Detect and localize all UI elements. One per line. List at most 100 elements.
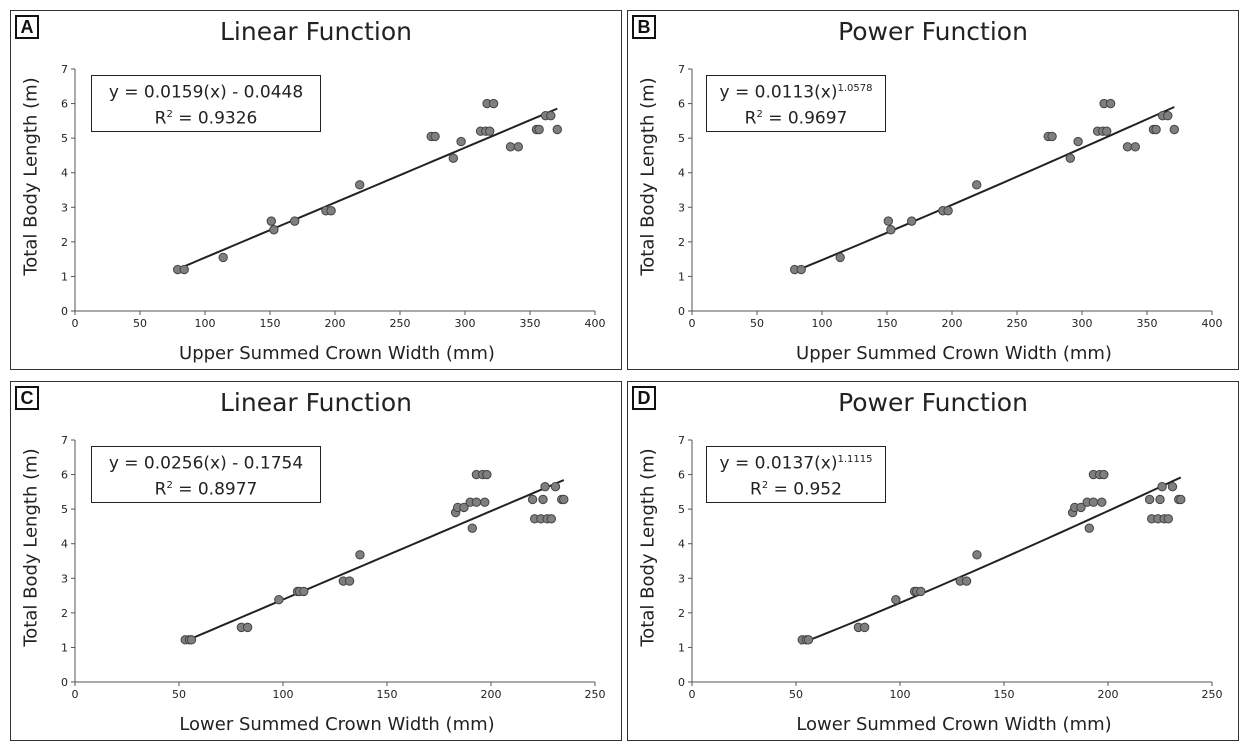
data-point xyxy=(242,622,253,633)
data-point xyxy=(527,494,538,505)
x-tick-label: 250 xyxy=(585,688,606,701)
data-point xyxy=(326,206,336,216)
equation-box-d: y = 0.0137(x)1.1115 R2 = 0.952 xyxy=(706,446,886,504)
r-squared-value-b: = 0.9697 xyxy=(768,108,848,129)
r-squared-b: R2 = 0.9697 xyxy=(744,108,848,129)
data-point xyxy=(796,264,806,275)
x-tick-label: 200 xyxy=(1098,688,1119,701)
y-tick-label: 7 xyxy=(61,63,68,76)
equation-main-c: y = 0.0256(x) - 0.1754 xyxy=(108,453,304,474)
x-tick-label: 0 xyxy=(689,688,696,701)
data-point xyxy=(1167,481,1178,492)
data-point xyxy=(859,622,870,633)
data-point xyxy=(480,497,490,507)
data-point xyxy=(803,635,814,645)
data-point xyxy=(1151,124,1161,135)
data-point xyxy=(448,153,458,163)
x-tick-label: 100 xyxy=(812,317,833,330)
data-point xyxy=(1144,494,1155,505)
y-tick-label: 3 xyxy=(61,201,68,214)
y-tick-label: 6 xyxy=(61,469,68,482)
data-point xyxy=(482,469,492,480)
data-point xyxy=(907,216,917,226)
trend-line xyxy=(799,476,1182,645)
y-tick-label: 6 xyxy=(678,469,685,482)
data-point xyxy=(972,180,982,190)
data-point xyxy=(1097,497,1107,507)
x-tick-label: 100 xyxy=(195,317,216,330)
data-point xyxy=(274,595,284,605)
data-point xyxy=(916,586,926,597)
data-point xyxy=(266,216,276,226)
data-point xyxy=(886,225,896,235)
plot-area-d: 0 1 2 3 4 5 6 7 0 50 100 150 200 250 xyxy=(678,434,1223,701)
x-tick-label: 250 xyxy=(390,317,411,330)
panel-c: 0 1 2 3 4 5 6 7 0 50 100 150 200 250 C Linear Functio… xyxy=(10,381,622,741)
data-point xyxy=(513,142,523,152)
data-point xyxy=(269,225,279,235)
plot-area-c: 0 1 2 3 4 5 6 7 0 50 100 150 200 250 xyxy=(61,434,606,701)
data-point xyxy=(505,142,516,152)
y-tick-label: 2 xyxy=(61,607,68,620)
y-tick-label: 0 xyxy=(678,305,685,318)
data-point xyxy=(1102,126,1112,136)
y-tick-label: 1 xyxy=(61,270,68,283)
x-tick-label: 250 xyxy=(1007,317,1028,330)
y-axis-label-d: Total Body Length (m) xyxy=(637,448,659,647)
data-point xyxy=(467,523,477,533)
equation-exponent-d: 1.1115 xyxy=(837,454,873,465)
data-point xyxy=(299,586,309,597)
y-tick-label: 4 xyxy=(61,167,68,180)
y-tick-label: 3 xyxy=(61,572,68,585)
data-point xyxy=(534,124,544,135)
equation-box-a: y = 0.0159(x) - 0.0448 R2 = 0.9326 xyxy=(91,75,321,133)
r-squared-value-d: = 0.952 xyxy=(773,479,842,500)
plot-area-a: 0 1 2 3 4 5 6 7 0 50 100 150 200 250 300 350 400 xyxy=(61,63,606,330)
y-tick-label: 0 xyxy=(678,676,685,689)
x-tick-label: 150 xyxy=(994,688,1015,701)
y-tick-label: 7 xyxy=(678,434,685,447)
y-tick-label: 2 xyxy=(61,236,68,249)
x-axis-label-b: Upper Summed Crown Width (mm) xyxy=(796,343,1112,364)
x-tick-label: 50 xyxy=(789,688,803,701)
x-tick-label: 0 xyxy=(72,688,79,701)
x-tick-label: 250 xyxy=(1202,688,1223,701)
data-point xyxy=(430,131,440,142)
y-tick-label: 3 xyxy=(678,572,685,585)
data-point xyxy=(1130,142,1140,152)
x-tick-label: 150 xyxy=(377,688,398,701)
data-point xyxy=(1076,502,1086,513)
data-point xyxy=(540,481,550,492)
data-point xyxy=(972,550,982,560)
panel-a: 0 1 2 3 4 5 6 7 0 50 100 150 200 250 300 350 400 A Linea… xyxy=(10,10,622,370)
chart-title-c: Linear Function xyxy=(220,388,412,417)
equation-box-c: y = 0.0256(x) - 0.1754 R2 = 0.8977 xyxy=(91,446,321,504)
data-point xyxy=(179,264,189,275)
x-tick-label: 400 xyxy=(585,317,606,330)
data-point xyxy=(961,576,972,586)
data-point xyxy=(835,252,845,263)
y-tick-label: 0 xyxy=(61,676,68,689)
x-tick-label: 300 xyxy=(1072,317,1093,330)
chart-title-a: Linear Function xyxy=(220,17,412,46)
r-squared-c: R2 = 0.8977 xyxy=(154,479,258,500)
x-tick-label: 50 xyxy=(133,317,147,330)
equation-main-d: y = 0.0137(x) xyxy=(719,453,838,474)
x-axis-label-d: Lower Summed Crown Width (mm) xyxy=(796,714,1112,735)
data-point xyxy=(290,216,300,226)
data-point xyxy=(485,126,495,136)
x-tick-label: 0 xyxy=(72,317,79,330)
data-point xyxy=(1163,514,1174,524)
trend-line xyxy=(176,107,558,271)
data-point xyxy=(1169,124,1179,135)
data-point xyxy=(218,252,228,263)
data-point xyxy=(471,497,482,507)
y-tick-label: 6 xyxy=(61,98,68,111)
y-tick-label: 5 xyxy=(678,503,685,516)
data-point xyxy=(552,124,562,135)
x-tick-label: 400 xyxy=(1202,317,1223,330)
equation-text-c: y = 0.0256(x) - 0.1754 xyxy=(100,449,312,475)
panel-letter-d: D xyxy=(632,386,656,410)
trend-line xyxy=(182,479,565,643)
